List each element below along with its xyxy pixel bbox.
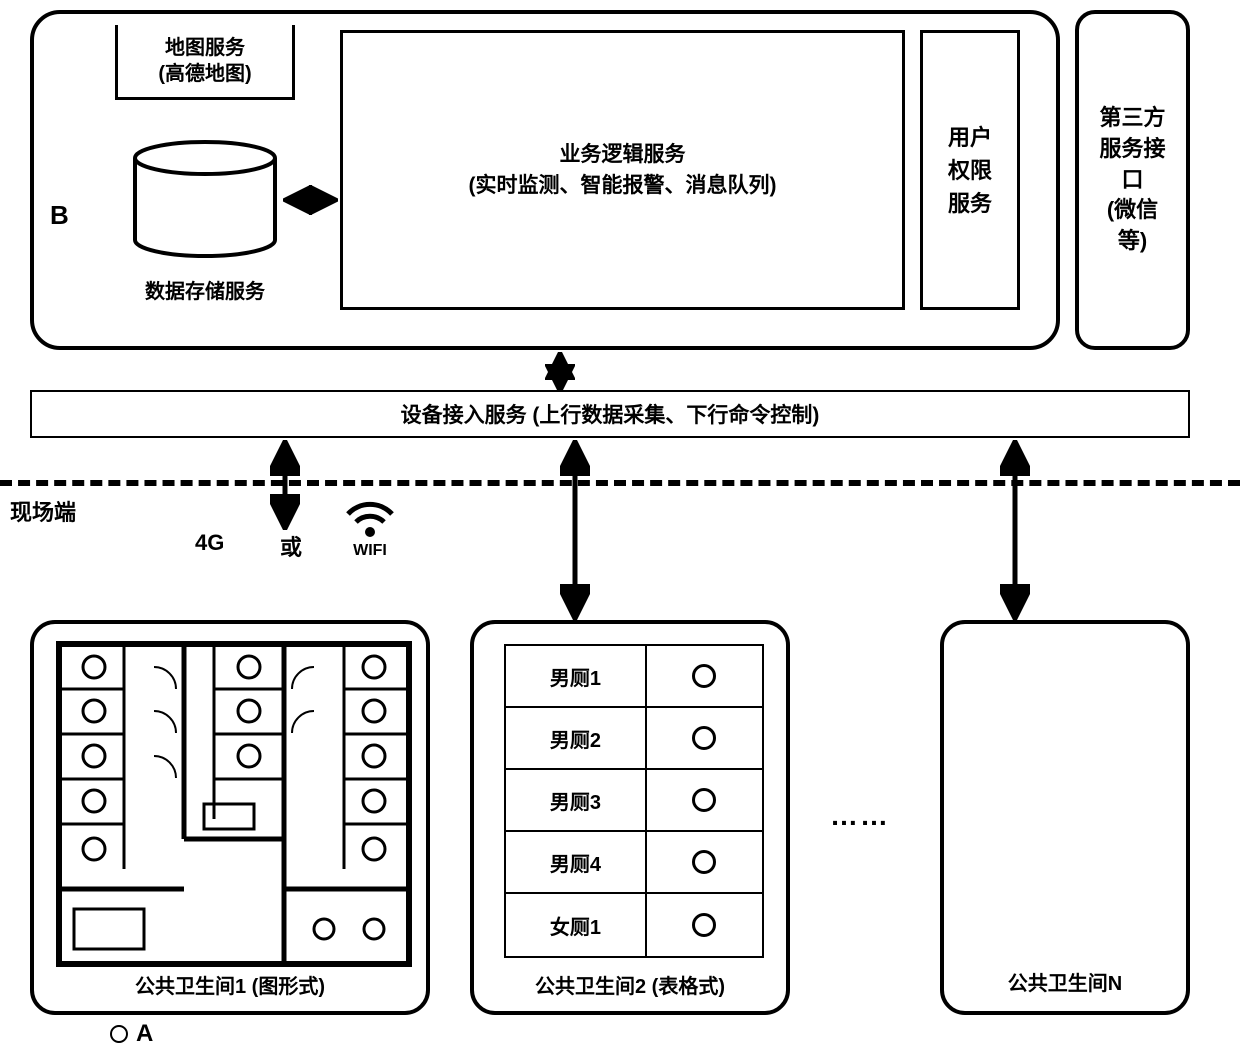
status-indicator-icon xyxy=(692,850,716,874)
arrow-device-room2 xyxy=(560,440,590,620)
map-service-text: 地图服务(高德地图) xyxy=(158,35,251,87)
logic-service-box: 业务逻辑服务 (实时监测、智能报警、消息队列) xyxy=(340,30,905,310)
card2-title: 公共卫生间2 (表格式) xyxy=(474,970,786,999)
map-service-box: 地图服务(高德地图) xyxy=(115,25,295,100)
row-label: 男厕4 xyxy=(506,832,647,892)
row-status xyxy=(647,646,762,706)
row-status xyxy=(647,708,762,768)
row-label: 男厕3 xyxy=(506,770,647,830)
row-status xyxy=(647,832,762,892)
status-indicator-icon xyxy=(692,788,716,812)
card1-title: 公共卫生间1 (图形式) xyxy=(34,970,426,999)
ellipsis: …… xyxy=(830,800,890,832)
site-end-label: 现场端 xyxy=(10,495,76,527)
logic-subtitle: (实时监测、智能报警、消息队列) xyxy=(469,170,777,202)
label-b: B xyxy=(50,200,69,231)
row-status xyxy=(647,770,762,830)
table-row: 男厕3 xyxy=(506,770,762,832)
svg-text:WIFI: WIFI xyxy=(353,542,387,559)
floorplan-icon xyxy=(54,639,414,969)
table-row: 男厕1 xyxy=(506,646,762,708)
user-service-box: 用户权限服务 xyxy=(920,30,1020,310)
status-indicator-icon xyxy=(692,664,716,688)
table-row: 女厕1 xyxy=(506,894,762,956)
row-status xyxy=(647,894,762,956)
status-indicator-icon xyxy=(692,726,716,750)
cardn-title: 公共卫生间N xyxy=(1008,967,1122,996)
status-indicator-icon xyxy=(692,913,716,937)
table-row: 男厕4 xyxy=(506,832,762,894)
restroom-card-1: 公共卫生间1 (图形式) xyxy=(30,620,430,1015)
circle-icon xyxy=(110,1025,128,1043)
arrow-device-roomn xyxy=(1000,440,1030,620)
restroom-card-2: 男厕1 男厕2 男厕3 男厕4 女厕1 公共卫生间2 (表格式) xyxy=(470,620,790,1015)
row-label: 男厕2 xyxy=(506,708,647,768)
device-access-text: 设备接入服务 (上行数据采集、下行命令控制) xyxy=(401,399,820,429)
arrow-storage-logic xyxy=(283,185,338,215)
third-party-text: 第三方服务接口(微信等) xyxy=(1089,103,1176,257)
fourg-label: 4G xyxy=(195,530,224,556)
user-service-text: 用户权限服务 xyxy=(948,121,992,220)
table-row: 男厕2 xyxy=(506,708,762,770)
third-party-box: 第三方服务接口(微信等) xyxy=(1075,10,1190,350)
row-label: 男厕1 xyxy=(506,646,647,706)
restroom-card-n: 公共卫生间N xyxy=(940,620,1190,1015)
status-table: 男厕1 男厕2 男厕3 男厕4 女厕1 xyxy=(504,644,764,958)
diagram-root: B 地图服务(高德地图) 数据存储服务 业务逻辑服务 (实时监测、智能报警、消息… xyxy=(0,0,1240,1044)
logic-service-text: 业务逻辑服务 (实时监测、智能报警、消息队列) xyxy=(469,139,777,202)
storage-cylinder-icon xyxy=(130,140,280,260)
storage-label: 数据存储服务 xyxy=(115,275,295,304)
row-label: 女厕1 xyxy=(506,894,647,956)
or-label: 或 xyxy=(280,530,302,562)
logic-title: 业务逻辑服务 xyxy=(469,139,777,171)
device-access-bar: 设备接入服务 (上行数据采集、下行命令控制) xyxy=(30,390,1190,438)
arrow-device-room1 xyxy=(270,440,300,530)
dashed-separator xyxy=(0,480,1240,486)
wifi-icon: WIFI xyxy=(340,490,400,560)
arrow-main-device xyxy=(545,352,575,392)
